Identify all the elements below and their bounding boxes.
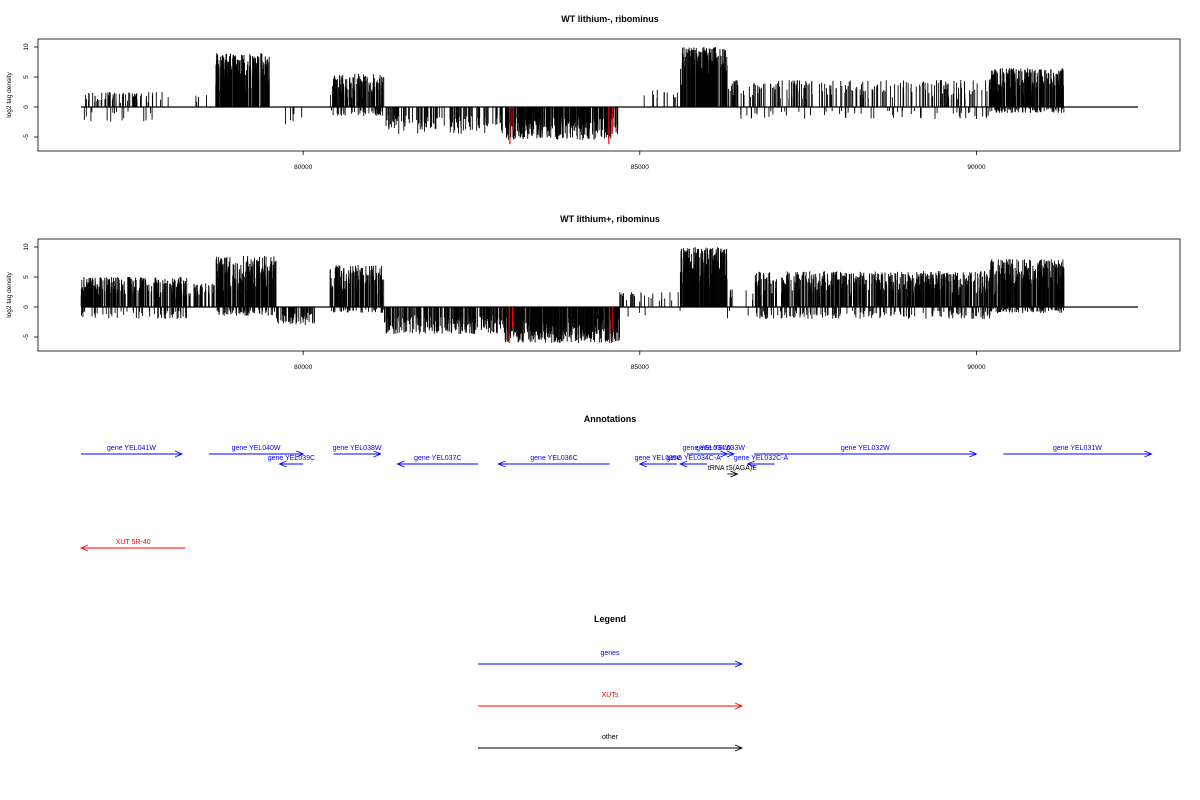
legend-label: genes bbox=[600, 650, 620, 657]
y-tick-label: 0 bbox=[23, 105, 30, 109]
legend-label: XUTs bbox=[602, 692, 619, 699]
feature-label: XUT 5R-40 bbox=[116, 539, 151, 546]
legend-item-xuts: XUTs bbox=[478, 692, 744, 710]
panel-title: WT lithium+, ribominus bbox=[560, 214, 660, 224]
arrow-icon bbox=[396, 460, 405, 468]
x-tick-label: 80000 bbox=[294, 364, 312, 371]
arrow-icon bbox=[373, 450, 382, 458]
bar-track bbox=[80, 247, 1138, 343]
arrow-icon bbox=[278, 460, 287, 468]
y-tick-label: -5 bbox=[23, 334, 30, 340]
annotation-gene-yel037c: gene YEL037C bbox=[396, 455, 479, 468]
annotations-track: Annotations gene YEL041W gene YEL040Wgene… bbox=[79, 414, 1153, 552]
feature-label: gene YEL032W bbox=[841, 445, 890, 452]
feature-label: gene YEL040W bbox=[232, 445, 281, 452]
annotation-gene-yel035c: gene YEL035C bbox=[635, 455, 682, 468]
feature-label: gene YEL038W bbox=[333, 445, 382, 452]
feature-label: tRNA tS(AGA)E bbox=[708, 465, 757, 472]
x-tick-label: 85000 bbox=[631, 164, 649, 171]
arrow-icon bbox=[746, 460, 755, 468]
x-tick-label: 85000 bbox=[631, 364, 649, 371]
arrow-icon bbox=[969, 450, 978, 458]
legend: Legend genes XUTs other bbox=[478, 614, 744, 752]
arrow-icon bbox=[497, 460, 506, 468]
y-tick-label: 10 bbox=[23, 243, 30, 251]
annotation-gene-yel041w: gene YEL041W bbox=[81, 445, 184, 458]
annotation-trna-ts-aga-e: tRNA tS(AGA)E bbox=[708, 465, 757, 478]
legend-label: other bbox=[602, 734, 619, 741]
feature-label: gene YEL041W bbox=[107, 445, 156, 452]
feature-label: gene YEL034W bbox=[683, 445, 732, 452]
legend-title: Legend bbox=[594, 614, 626, 624]
arrow-icon bbox=[679, 460, 688, 468]
arrow-icon bbox=[174, 450, 184, 458]
arrow-icon bbox=[726, 450, 736, 458]
annotation-gene-yel036c: gene YEL036C bbox=[497, 455, 610, 468]
feature-label: gene YEL032C-A bbox=[734, 455, 789, 462]
arrow-icon bbox=[1144, 450, 1153, 458]
arrow-icon bbox=[295, 450, 305, 458]
arrow-icon bbox=[638, 460, 647, 468]
annotation-xut-5r-40: XUT 5R-40 bbox=[79, 539, 186, 552]
annotation-gene-yel034c-a: gene YEL034C-A bbox=[666, 455, 721, 468]
axes: -5 0 5 10 80000 85000 90000 bbox=[23, 43, 986, 171]
x-tick-label: 90000 bbox=[967, 364, 985, 371]
y-tick-label: -5 bbox=[23, 134, 30, 140]
annotation-gene-yel031w: gene YEL031W bbox=[1003, 445, 1153, 458]
arrow-icon bbox=[734, 744, 744, 752]
arrow-icon bbox=[79, 544, 89, 552]
feature-label: gene YEL033W bbox=[696, 445, 745, 452]
y-axis-label: log2 tag density bbox=[6, 271, 13, 317]
plot-frame bbox=[37, 238, 1181, 352]
annotations-title: Annotations bbox=[584, 414, 637, 424]
legend-items: genes XUTs other bbox=[478, 650, 744, 752]
x-tick-label: 80000 bbox=[294, 164, 312, 171]
feature-label: gene YEL036C bbox=[530, 455, 577, 462]
panel-title: WT lithium-, ribominus bbox=[561, 14, 659, 24]
feature-label: gene YEL039C bbox=[268, 455, 315, 462]
y-tick-label: 0 bbox=[23, 305, 30, 309]
annotation-gene-yel032w: gene YEL032W bbox=[754, 445, 978, 458]
annotation-gene-yel039c: gene YEL039C bbox=[268, 455, 315, 468]
legend-item-genes: genes bbox=[478, 650, 744, 668]
feature-label: gene YEL035C bbox=[635, 455, 682, 462]
y-tick-label: 5 bbox=[23, 275, 30, 279]
annotation-gene-yel038w: gene YEL038W bbox=[333, 445, 382, 458]
axes: -5 0 5 10 80000 85000 90000 bbox=[23, 243, 986, 371]
y-tick-label: 10 bbox=[23, 43, 30, 51]
panel-wt-lithium-plus: WT lithium+, ribominus log2 tag density … bbox=[6, 214, 1181, 371]
panel-wt-lithium-minus: WT lithium-, ribominus log2 tag density … bbox=[6, 14, 1181, 171]
plot-frame bbox=[37, 38, 1181, 152]
y-tick-label: 5 bbox=[23, 75, 30, 79]
feature-label: gene YEL037C bbox=[414, 455, 461, 462]
annotation-gene-yel032c-a: gene YEL032C-A bbox=[734, 455, 789, 468]
arrow-icon bbox=[734, 702, 744, 710]
annotation-gene-yel033w: gene YEL033W bbox=[696, 445, 745, 458]
feature-label: gene YEL034C-A bbox=[666, 455, 721, 462]
y-axis-label: log2 tag density bbox=[6, 71, 13, 117]
annotation-gene-yel040w: gene YEL040W bbox=[208, 445, 305, 458]
arrow-icon bbox=[730, 470, 739, 478]
x-tick-label: 90000 bbox=[967, 164, 985, 171]
feature-label: gene YEL031W bbox=[1053, 445, 1102, 452]
arrow-icon bbox=[734, 660, 744, 668]
bar-track bbox=[81, 47, 1138, 145]
legend-item-other: other bbox=[478, 734, 744, 752]
annotation-features: gene YEL041W gene YEL040W gene YEL039C gene… bbox=[79, 445, 1153, 552]
